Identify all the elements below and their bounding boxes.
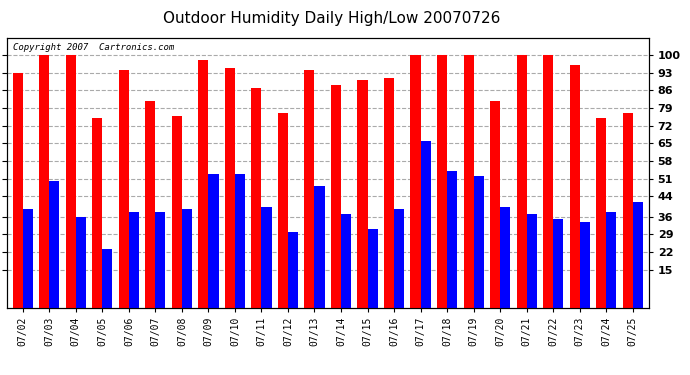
Bar: [172, 116, 182, 308]
Bar: [262, 207, 272, 308]
Bar: [490, 100, 500, 308]
Bar: [569, 65, 580, 308]
Bar: [473, 176, 484, 308]
Bar: [182, 209, 192, 308]
Text: Outdoor Humidity Daily High/Low 20070726: Outdoor Humidity Daily High/Low 20070726: [163, 11, 500, 26]
Bar: [633, 201, 643, 308]
Bar: [526, 214, 537, 308]
Bar: [288, 232, 298, 308]
Bar: [146, 100, 155, 308]
Bar: [553, 219, 563, 308]
Bar: [500, 207, 510, 308]
Bar: [607, 211, 616, 308]
Bar: [49, 182, 59, 308]
Bar: [437, 55, 447, 308]
Bar: [119, 70, 129, 308]
Bar: [23, 209, 33, 308]
Bar: [92, 118, 102, 308]
Bar: [235, 174, 245, 308]
Bar: [12, 73, 23, 308]
Bar: [66, 55, 76, 308]
Text: Copyright 2007  Cartronics.com: Copyright 2007 Cartronics.com: [13, 43, 175, 52]
Bar: [198, 60, 208, 308]
Bar: [464, 55, 473, 308]
Bar: [411, 55, 421, 308]
Bar: [251, 88, 262, 308]
Bar: [368, 229, 377, 308]
Bar: [394, 209, 404, 308]
Bar: [517, 55, 526, 308]
Bar: [622, 113, 633, 308]
Bar: [155, 211, 166, 308]
Bar: [102, 249, 112, 308]
Bar: [421, 141, 431, 308]
Bar: [278, 113, 288, 308]
Bar: [304, 70, 315, 308]
Bar: [208, 174, 219, 308]
Bar: [225, 68, 235, 308]
Bar: [315, 186, 324, 308]
Bar: [76, 217, 86, 308]
Bar: [596, 118, 607, 308]
Bar: [331, 86, 341, 308]
Bar: [384, 78, 394, 308]
Bar: [341, 214, 351, 308]
Bar: [543, 55, 553, 308]
Bar: [357, 80, 368, 308]
Bar: [447, 171, 457, 308]
Bar: [39, 55, 49, 308]
Bar: [129, 211, 139, 308]
Bar: [580, 222, 590, 308]
